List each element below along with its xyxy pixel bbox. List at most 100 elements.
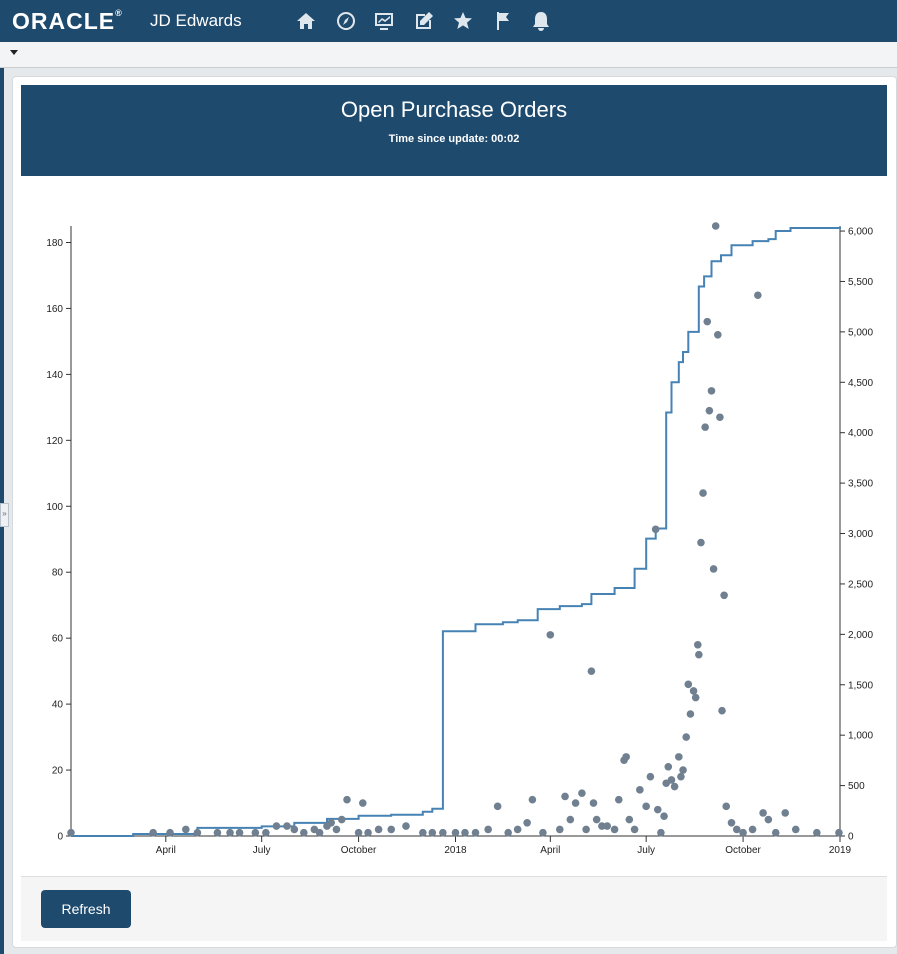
- right-tick-label: 2,000: [848, 630, 873, 641]
- order-dot: [686, 710, 695, 718]
- order-dot: [697, 538, 705, 547]
- order-dot: [592, 815, 601, 824]
- order-dot: [625, 815, 634, 824]
- right-tick-label: 500: [848, 781, 865, 792]
- edit-icon[interactable]: [413, 10, 435, 32]
- order-dot: [300, 828, 308, 837]
- order-dot: [523, 819, 531, 827]
- x-tick-label: October: [725, 845, 761, 856]
- order-dot: [701, 423, 709, 431]
- chevron-down-icon[interactable]: [10, 50, 18, 55]
- order-dot: [716, 413, 724, 422]
- order-dot: [667, 776, 676, 784]
- order-dot: [513, 825, 522, 834]
- order-dot: [699, 489, 707, 497]
- order-dot: [711, 222, 720, 230]
- order-dot: [675, 753, 683, 761]
- order-dot: [484, 825, 492, 834]
- x-tick-label: 2019: [829, 845, 852, 856]
- left-tick-label: 140: [46, 370, 63, 381]
- order-dot: [610, 825, 619, 834]
- order-dot: [835, 828, 843, 837]
- order-dot: [546, 631, 555, 639]
- order-dot: [722, 802, 731, 811]
- order-dot: [653, 805, 662, 814]
- order-dot: [193, 828, 202, 837]
- x-tick-label: July: [253, 845, 271, 856]
- order-dot: [651, 525, 660, 534]
- left-tick-label: 80: [52, 568, 64, 579]
- left-tick-label: 100: [46, 502, 63, 513]
- right-tick-label: 1,500: [848, 680, 873, 691]
- star-icon[interactable]: [452, 10, 474, 32]
- order-dot: [603, 822, 611, 830]
- order-dot: [670, 782, 679, 791]
- order-dot: [428, 828, 437, 837]
- time-label: Time since update:: [388, 133, 489, 145]
- right-tick-label: 0: [848, 832, 854, 843]
- order-dot: [693, 640, 702, 649]
- order-dot: [290, 825, 299, 834]
- order-dot: [528, 795, 537, 804]
- left-tick-label: 20: [52, 766, 64, 777]
- compass-icon[interactable]: [335, 10, 357, 32]
- order-dot: [718, 706, 726, 715]
- order-dot: [67, 828, 75, 837]
- chart-monitor-icon[interactable]: [373, 10, 395, 32]
- order-dot: [364, 828, 372, 837]
- top-nav-bar: ORACLE® JD Edwards: [0, 0, 897, 42]
- order-dot: [642, 802, 650, 811]
- order-dot: [657, 828, 665, 837]
- order-dot: [272, 822, 281, 830]
- right-tick-label: 3,500: [848, 479, 873, 490]
- left-tick-label: 0: [57, 832, 63, 843]
- order-dot: [354, 828, 363, 837]
- order-dot: [754, 291, 762, 300]
- right-tick-label: 6,000: [848, 227, 873, 238]
- order-dot: [714, 331, 722, 339]
- order-dot: [315, 828, 324, 837]
- left-tick-label: 40: [52, 700, 64, 711]
- order-dot: [555, 825, 564, 834]
- order-dot: [791, 825, 800, 834]
- order-dot: [327, 819, 335, 827]
- order-dot: [732, 825, 741, 834]
- order-dot: [705, 406, 714, 415]
- brand-text: ORACLE: [12, 8, 116, 34]
- order-dot: [587, 667, 596, 675]
- order-dot: [598, 822, 606, 830]
- order-dot: [578, 789, 586, 797]
- purchase-orders-chart: 0 20 40 60 80 100 120 140 160 180 0 500 1,000 1,500 2,…: [46, 222, 873, 856]
- left-tick-label: 120: [46, 436, 63, 447]
- x-tick-label: October: [341, 845, 377, 856]
- order-dot: [539, 828, 547, 837]
- panel-header: Open Purchase Orders Time since update: …: [21, 85, 887, 176]
- product-name: JD Edwards: [150, 11, 242, 30]
- bell-icon[interactable]: [530, 10, 552, 32]
- left-tick-label: 160: [46, 304, 63, 315]
- time-value: 00:02: [491, 133, 520, 145]
- order-dot: [337, 815, 346, 824]
- refresh-button[interactable]: Refresh: [41, 890, 131, 928]
- cumulative-step-line: [71, 227, 841, 837]
- order-dot: [451, 828, 460, 837]
- oracle-logo[interactable]: ORACLE®: [12, 8, 123, 34]
- flag-icon[interactable]: [492, 10, 514, 32]
- order-dot: [695, 650, 703, 659]
- order-dot: [703, 317, 712, 326]
- order-dot: [748, 825, 757, 834]
- order-dot: [664, 762, 673, 771]
- order-dot: [709, 565, 718, 573]
- expand-handle-icon[interactable]: »: [0, 503, 9, 527]
- order-dot: [439, 828, 447, 837]
- order-dot: [251, 828, 260, 837]
- home-icon[interactable]: [295, 10, 317, 32]
- right-tick-label: 5,500: [848, 277, 873, 288]
- left-tick-label: 60: [52, 634, 64, 645]
- order-dot: [660, 812, 668, 821]
- order-dot: [771, 828, 780, 837]
- x-tick-label: April: [156, 845, 176, 856]
- order-dot: [402, 822, 410, 830]
- order-dot: [739, 828, 747, 837]
- order-dot: [589, 799, 598, 807]
